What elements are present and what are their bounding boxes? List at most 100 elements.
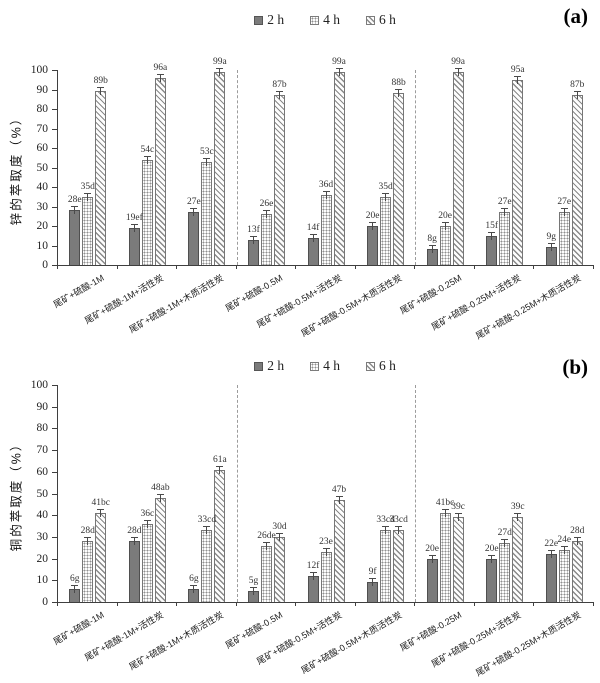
bar-value-label: 6g: [70, 573, 80, 584]
bar-group: 6g 28d 41bc: [58, 385, 118, 602]
bar-6h: 33cd: [389, 515, 408, 602]
bar-2h: 19ef: [126, 213, 143, 265]
error-bar: [84, 537, 92, 546]
x-tick-mark: [414, 602, 416, 606]
error-bar: [428, 245, 436, 254]
bar-4h: 33cd: [376, 515, 395, 602]
x-tick-mark: [295, 265, 297, 269]
y-tick-mark: [52, 109, 57, 110]
y-tick-mark: [52, 385, 57, 386]
bar-value-label: 22e: [544, 539, 559, 550]
error-bar: [441, 509, 449, 518]
bar-value-label: 35d: [80, 181, 95, 192]
error-bar: [560, 545, 568, 554]
bar-value-label: 27e: [187, 197, 201, 208]
error-bar: [249, 587, 257, 596]
y-tick-mark: [52, 89, 57, 91]
bar-6h: 99a: [332, 57, 346, 265]
bar-group: 8g 20e 99a: [415, 57, 475, 265]
bar-group: 9f 33cd 33cd: [356, 385, 416, 602]
bar-value-label: 28d: [80, 526, 95, 537]
bar-6h: 30d: [272, 522, 287, 602]
error-bar: [97, 509, 105, 518]
bar-2h: 22e: [544, 539, 558, 602]
error-bar: [249, 235, 257, 244]
bar-value-label: 24e: [557, 534, 572, 545]
y-tick-mark: [52, 406, 57, 408]
bar-2h: 13f: [247, 225, 260, 265]
bar-value-label: 99a: [213, 56, 227, 67]
bar-group: 9g 27e 87b: [535, 70, 595, 265]
y-tick-mark: [52, 167, 57, 169]
y-tick-label: 100: [30, 379, 48, 391]
bar-group: 15f 27e 95a: [475, 65, 535, 265]
bar-value-label: 35d: [378, 181, 393, 192]
bar-value-label: 96a: [153, 62, 168, 73]
y-tick-mark: [52, 128, 57, 130]
y-tick-mark: [52, 245, 57, 247]
error-bar: [97, 87, 105, 96]
bar-6h: 87b: [272, 80, 287, 265]
bar-value-label: 28e: [67, 195, 82, 206]
bar-6h: 89b: [94, 76, 108, 265]
bar-value-label: 41bc: [435, 498, 455, 509]
legend-swatch-2h: [254, 361, 264, 371]
y-tick-label: 90: [36, 400, 49, 413]
legend-item: 6 h: [365, 12, 396, 28]
error-bar: [156, 493, 164, 502]
bar-value-label: 23e: [319, 537, 333, 548]
bar-group: 20e 35d 88b: [356, 70, 416, 265]
bar-value-label: 87b: [272, 80, 287, 91]
bar-2h: 20e: [366, 211, 379, 265]
bar-group: 6g 33cd 61a: [177, 385, 237, 602]
bar-value-label: 48ab: [151, 482, 170, 493]
error-bar: [130, 223, 138, 232]
y-tick-label: 70: [36, 122, 49, 135]
y-tick-label: 60: [36, 465, 49, 478]
error-bar: [395, 526, 403, 535]
bar-value-label: 39c: [451, 502, 466, 513]
bar-4h: 53c: [200, 147, 214, 265]
bar-2h: 9g: [545, 232, 557, 265]
bar-4h: 27e: [557, 197, 571, 265]
bar-6h: 39c: [451, 502, 465, 602]
error-bar: [130, 537, 138, 546]
error-bar: [156, 73, 164, 82]
error-bar: [441, 222, 449, 230]
plot-area: 6g 28d 41bc 28d 36c 48ab 6g 33cd 61a 5g 26de 30d 12f…: [57, 385, 594, 606]
bar-6h: 96a: [153, 63, 167, 265]
bar-group: 5g 26de 30d: [237, 385, 297, 602]
x-tick-mark: [593, 265, 594, 269]
error-bar: [514, 513, 522, 522]
bar-value-label: 30d: [272, 521, 287, 532]
bar-6h: 99a: [213, 57, 227, 265]
y-tick-mark: [52, 536, 57, 538]
error-bar: [143, 155, 151, 164]
error-bar: [382, 192, 390, 201]
bar-2h: 12f: [307, 561, 319, 602]
x-tick-mark: [116, 265, 118, 269]
bar-value-label: 27e: [557, 197, 572, 208]
bar-value-label: 99a: [451, 56, 466, 67]
bar-value-label: 26e: [259, 199, 274, 210]
bar-value-label: 27d: [497, 528, 512, 539]
bar-2h: 27e: [187, 197, 201, 265]
error-bar: [501, 539, 509, 548]
y-tick-mark: [52, 265, 57, 266]
bar-2h: 14f: [307, 223, 319, 265]
x-tick-mark: [354, 265, 356, 269]
bar-4h: 26e: [260, 199, 273, 265]
bar-value-label: 20e: [484, 543, 499, 554]
legend-label: 2 h: [267, 358, 285, 373]
bar-group: 14f 36d 99a: [296, 57, 356, 265]
bar-group: 28d 36c 48ab: [118, 385, 178, 602]
error-bar: [322, 548, 330, 557]
error-bar: [309, 571, 317, 580]
bar-value-label: 99a: [332, 56, 346, 67]
bar-value-label: 39c: [510, 502, 525, 513]
bar-4h: 28d: [81, 526, 95, 602]
y-tick-label: 40: [36, 181, 49, 193]
legend-item: 6 h: [365, 358, 396, 374]
y-tick-label: 10: [36, 574, 49, 587]
bar-4h: 27d: [498, 528, 512, 602]
